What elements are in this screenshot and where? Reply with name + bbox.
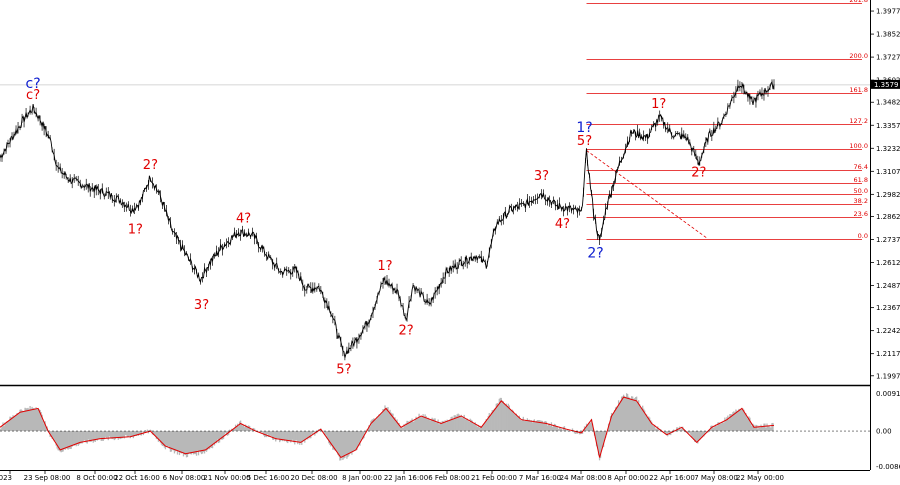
time-tick-label: 6 Feb 08:00	[428, 474, 469, 482]
price-tick-label: 1.2612	[876, 259, 900, 267]
wave-label: 2?	[143, 158, 158, 173]
time-tick-label: 22 Apr 16:00	[649, 474, 695, 482]
fib-level-label: 127.2	[849, 117, 868, 125]
oscillator-pane	[0, 393, 870, 461]
time-tick-label: 7 May 08:00	[694, 474, 738, 482]
price-tick-label: 1.1997	[876, 372, 900, 380]
wave-label: 1?	[377, 259, 392, 274]
wave-labels: c?c?2?1?4?3?1?2?5?3?4?1?5?2?1?2?	[26, 76, 707, 378]
price-tick-label: 1.3107	[876, 168, 900, 176]
time-tick-label: 8 Apr 00:00	[607, 474, 648, 482]
current-price-box	[871, 79, 900, 89]
time-tick-label: 24 Mar 08:00	[560, 474, 607, 482]
price-tick-label: 1.3232	[876, 145, 900, 153]
price-tick-label: 1.3852	[876, 31, 900, 39]
fib-level-label: 0.0	[858, 232, 868, 240]
fib-level-label: 76.4	[854, 163, 868, 171]
wave-label: 4?	[555, 217, 570, 232]
wave-label: 3?	[194, 298, 209, 313]
price-tick-label: 1.2487	[876, 282, 900, 290]
time-tick-label: 2023	[0, 474, 12, 482]
fibonacci-levels: 261.8 200.0 161.8 127.2 100.0 76.4 61.8 50.0 38.…	[586, 0, 868, 240]
time-tick-label: 21 Nov 00:00	[203, 474, 250, 482]
fib-level-label: 23.6	[854, 210, 868, 218]
fib-level-label: 100.0	[849, 142, 868, 150]
wave-label: 5?	[336, 362, 351, 377]
wave-label: 4?	[236, 211, 251, 226]
fib-level-label: 261.8	[849, 0, 868, 4]
oscillator-tick-label: 0.0091	[876, 390, 900, 398]
wave-label: 1?	[128, 222, 143, 237]
wave-label: 5?	[577, 134, 592, 149]
fib-level-label: 38.2	[854, 197, 868, 205]
price-series	[0, 79, 775, 361]
time-tick-label: 22 Oct 16:00	[114, 474, 160, 482]
price-tick-label: 1.2862	[876, 213, 900, 221]
time-tick-label: 23 Sep 08:00	[24, 474, 71, 482]
time-tick-label: 7 Mar 16:00	[519, 474, 561, 482]
time-tick-label: 5 Dec 16:00	[247, 474, 290, 482]
oscillator-tick-label: -0.00862	[876, 463, 900, 471]
wave-label: 1?	[651, 97, 666, 112]
fib-level-label: 61.8	[854, 176, 868, 184]
price-tick-label: 1.2242	[876, 327, 900, 335]
wave-label: 2?	[587, 245, 603, 261]
fib-level-label: 161.8	[849, 86, 868, 94]
time-tick-label: 22 Jan 16:00	[384, 474, 428, 482]
time-tick-label: 8 Jan 00:00	[342, 474, 382, 482]
price-tick-label: 1.2367	[876, 304, 900, 312]
time-tick-label: 21 Feb 00:00	[471, 474, 517, 482]
time-tick-label: 20 Dec 08:00	[290, 474, 337, 482]
wave-label: 2?	[691, 165, 706, 180]
time-tick-label: 8 Oct 00:00	[76, 474, 117, 482]
price-tick-label: 1.2982	[876, 191, 900, 199]
fib-level-label: 200.0	[849, 52, 868, 60]
wave-label: 2?	[398, 324, 413, 339]
price-tick-label: 1.3482	[876, 99, 900, 107]
wave-label: c?	[26, 88, 40, 103]
price-tick-label: 1.3357	[876, 122, 900, 130]
wave-label: 1?	[576, 120, 592, 136]
main-price-pane	[0, 84, 870, 387]
wave-label: c?	[26, 76, 41, 92]
price-tick-label: 1.3727	[876, 54, 900, 62]
wave-label: 3?	[534, 169, 549, 184]
price-tick-label: 1.3977	[876, 8, 900, 16]
time-tick-label: 22 May 00:00	[736, 474, 784, 482]
time-tick-label: 6 Nov 08:00	[163, 474, 206, 482]
fib-level-label: 50.0	[854, 187, 868, 195]
current-price-label: 1.3579	[874, 81, 899, 89]
oscillator-signal-line	[0, 396, 775, 459]
price-tick-label: 1.2737	[876, 236, 900, 244]
oscillator-tick-label: 0.00	[876, 428, 892, 436]
price-tick-label: 1.2117	[876, 350, 900, 358]
